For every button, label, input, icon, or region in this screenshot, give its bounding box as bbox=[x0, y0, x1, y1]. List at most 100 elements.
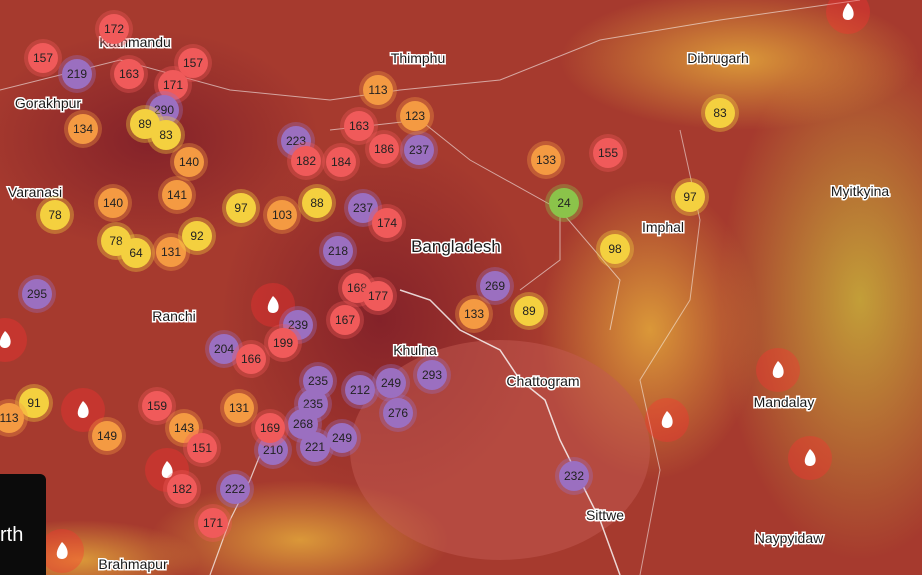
aqi-marker[interactable]: 295 bbox=[18, 275, 56, 313]
aqi-marker[interactable]: 91 bbox=[15, 384, 53, 422]
aqi-marker[interactable]: 140 bbox=[170, 143, 208, 181]
aqi-marker[interactable]: 221 bbox=[296, 428, 334, 466]
aqi-marker[interactable]: 237 bbox=[400, 131, 438, 169]
aqi-marker[interactable]: 157 bbox=[24, 39, 62, 77]
aqi-marker[interactable]: 218 bbox=[319, 232, 357, 270]
marker-dot bbox=[98, 188, 128, 218]
aqi-marker[interactable]: 222 bbox=[216, 470, 254, 508]
aqi-value: 223 bbox=[286, 134, 306, 148]
marker-dot bbox=[178, 48, 208, 78]
aqi-value: 237 bbox=[353, 201, 373, 215]
marker-dot bbox=[326, 147, 356, 177]
marker-dot bbox=[400, 101, 430, 131]
marker-dot bbox=[300, 432, 330, 462]
marker-dot bbox=[0, 403, 24, 433]
place-label: Varanasi bbox=[8, 184, 62, 200]
legend-box[interactable]: rth bbox=[0, 474, 46, 575]
aqi-marker[interactable]: 219 bbox=[58, 55, 96, 93]
aqi-marker[interactable]: 89 bbox=[510, 292, 548, 330]
aqi-marker[interactable]: 293 bbox=[413, 356, 451, 394]
aqi-marker[interactable]: 157 bbox=[174, 44, 212, 82]
aqi-value: 92 bbox=[190, 229, 204, 243]
aqi-marker[interactable]: 167 bbox=[326, 301, 364, 339]
aqi-marker[interactable]: 133 bbox=[527, 141, 565, 179]
aqi-marker[interactable]: 131 bbox=[152, 233, 190, 271]
aqi-marker[interactable]: 249 bbox=[372, 364, 410, 402]
aqi-marker[interactable]: 83 bbox=[701, 94, 739, 132]
aqi-marker[interactable]: 204 bbox=[205, 330, 243, 368]
aqi-value: 166 bbox=[241, 352, 261, 366]
place-label: Ranchi bbox=[152, 308, 196, 324]
aqi-marker[interactable]: 123 bbox=[396, 97, 434, 135]
aqi-marker[interactable]: 151 bbox=[183, 429, 221, 467]
aqi-value: 155 bbox=[598, 146, 618, 160]
aqi-marker[interactable]: 103 bbox=[263, 196, 301, 234]
aqi-marker[interactable]: 149 bbox=[88, 417, 126, 455]
aqi-value: 83 bbox=[159, 128, 173, 142]
aqi-value: 249 bbox=[332, 431, 352, 445]
aqi-value: 88 bbox=[310, 196, 324, 210]
aqi-marker[interactable]: 269 bbox=[476, 267, 514, 305]
aqi-marker[interactable]: 212 bbox=[341, 371, 379, 409]
aqi-value: 149 bbox=[97, 429, 117, 443]
aqi-marker[interactable]: 276 bbox=[379, 394, 417, 432]
aqi-value: 199 bbox=[273, 336, 293, 350]
fire-icon bbox=[77, 401, 89, 418]
aqi-marker[interactable]: 92 bbox=[178, 217, 216, 255]
aqi-marker[interactable]: 163 bbox=[110, 55, 148, 93]
fire-icon bbox=[267, 296, 279, 313]
aqi-marker[interactable]: 171 bbox=[194, 504, 232, 542]
aqi-marker[interactable]: 199 bbox=[264, 324, 302, 362]
aqi-marker[interactable]: 24 bbox=[545, 184, 583, 222]
aqi-value: 219 bbox=[67, 67, 87, 81]
aqi-marker[interactable]: 141 bbox=[158, 176, 196, 214]
place-label: Myitkyina bbox=[831, 183, 890, 199]
marker-dot bbox=[28, 43, 58, 73]
aqi-marker[interactable]: 177 bbox=[359, 277, 397, 315]
aqi-marker[interactable]: 140 bbox=[94, 184, 132, 222]
aqi-marker[interactable]: 182 bbox=[163, 470, 201, 508]
aqi-value: 239 bbox=[288, 318, 308, 332]
aqi-value: 123 bbox=[405, 109, 425, 123]
marker-dot bbox=[480, 271, 510, 301]
aqi-marker[interactable]: 78 bbox=[36, 196, 74, 234]
place-label: Thimphu bbox=[391, 50, 445, 66]
haze bbox=[0, 520, 200, 575]
aqi-marker[interactable]: 97 bbox=[222, 189, 260, 227]
aqi-marker[interactable]: 155 bbox=[589, 134, 627, 172]
aqi-value: 174 bbox=[377, 216, 397, 230]
aqi-marker[interactable]: 97 bbox=[671, 178, 709, 216]
aqi-marker[interactable]: 98 bbox=[596, 230, 634, 268]
aqi-marker[interactable]: 169 bbox=[251, 409, 289, 447]
aqi-marker[interactable]: 182 bbox=[287, 142, 325, 180]
aqi-marker[interactable]: 249 bbox=[323, 419, 361, 457]
aqi-marker[interactable]: 134 bbox=[64, 110, 102, 148]
aqi-marker[interactable]: 113 bbox=[0, 399, 28, 437]
marker-dot bbox=[99, 14, 129, 44]
aqi-marker[interactable]: 166 bbox=[232, 340, 270, 378]
aqi-marker[interactable]: 163 bbox=[340, 107, 378, 145]
aqi-marker[interactable]: 172 bbox=[95, 10, 133, 48]
aqi-marker[interactable]: 113 bbox=[359, 71, 397, 109]
aqi-marker[interactable]: 232 bbox=[555, 457, 593, 495]
aqi-marker[interactable]: 186 bbox=[365, 130, 403, 168]
aqi-value: 157 bbox=[33, 51, 53, 65]
aqi-marker[interactable]: 237 bbox=[344, 189, 382, 227]
aqi-value: 98 bbox=[608, 242, 622, 256]
marker-dot bbox=[345, 375, 375, 405]
marker-dot bbox=[291, 146, 321, 176]
aqi-marker[interactable]: 64 bbox=[117, 234, 155, 272]
aqi-value: 83 bbox=[713, 106, 727, 120]
haze bbox=[560, 0, 920, 130]
aqi-marker[interactable]: 184 bbox=[322, 143, 360, 181]
aqi-marker[interactable]: 171 bbox=[154, 66, 192, 104]
aqi-value: 131 bbox=[229, 401, 249, 415]
aqi-marker[interactable]: 159 bbox=[138, 387, 176, 425]
fire-glow bbox=[0, 318, 27, 362]
aqi-marker[interactable]: 133 bbox=[455, 295, 493, 333]
aqi-marker[interactable]: 131 bbox=[220, 389, 258, 427]
aqi-marker[interactable]: 88 bbox=[298, 184, 336, 222]
marker-dot bbox=[514, 296, 544, 326]
aqi-marker[interactable]: 83 bbox=[147, 116, 185, 154]
aqi-marker[interactable]: 174 bbox=[368, 204, 406, 242]
